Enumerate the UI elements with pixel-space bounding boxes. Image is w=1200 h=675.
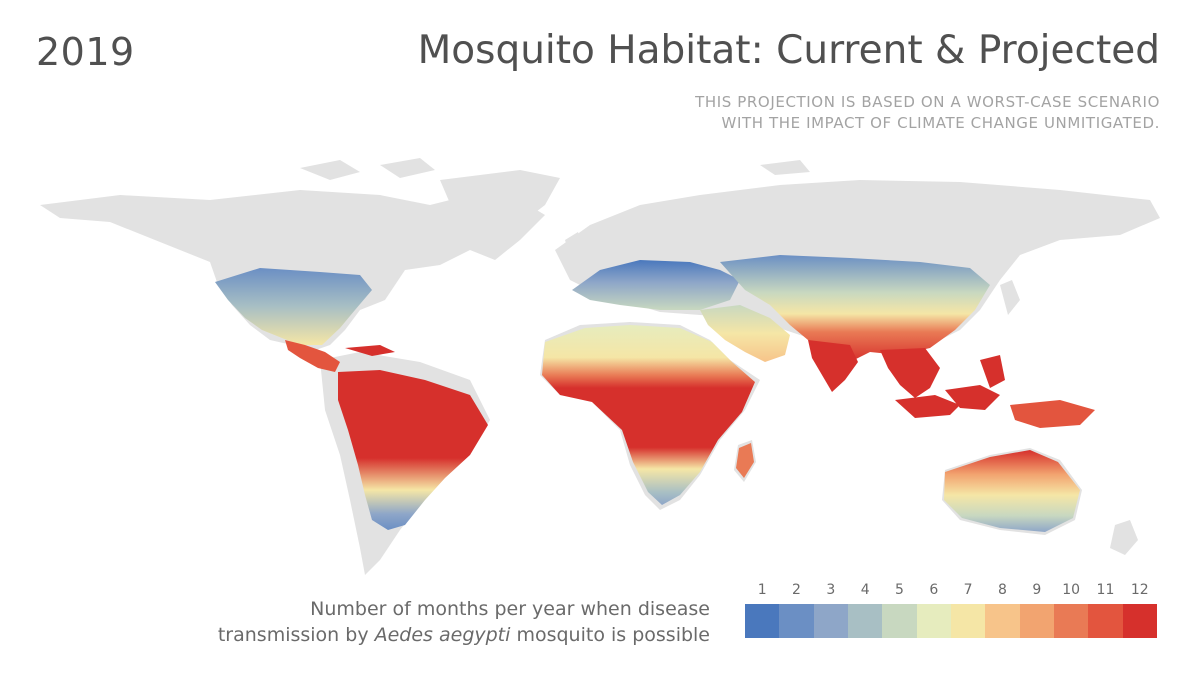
legend-label-11: 11	[1096, 582, 1115, 598]
habitat-australia	[944, 450, 1080, 532]
habitat-south-america	[338, 370, 488, 530]
legend-swatch-9	[1019, 604, 1054, 638]
habitat-middle-east	[700, 305, 790, 362]
legend-color-bar	[745, 604, 1157, 638]
caption-species: Aedes aegypti	[374, 624, 511, 646]
habitat-central-america	[285, 340, 340, 372]
legend-label-7: 7	[963, 582, 973, 598]
legend-label-9: 9	[1032, 582, 1042, 598]
arctic-islands	[300, 158, 810, 180]
legend-swatch-12	[1122, 604, 1157, 638]
legend-label-6: 6	[929, 582, 939, 598]
legend-label-5: 5	[895, 582, 904, 598]
legend-swatch-8	[985, 604, 1020, 638]
caption-line-1: Number of months per year when disease	[310, 598, 710, 620]
legend-caption: Number of months per year when disease t…	[218, 596, 710, 648]
habitat-overlay	[215, 255, 1095, 532]
habitat-southeast-asia	[880, 348, 940, 398]
legend-label-8: 8	[998, 582, 1007, 598]
page-title: Mosquito Habitat: Current & Projected	[417, 28, 1160, 73]
world-map	[40, 158, 1160, 575]
habitat-africa	[542, 325, 755, 505]
legend-label-2: 2	[792, 582, 801, 598]
subtitle-line-1: THIS PROJECTION IS BASED ON A WORST-CASE…	[695, 93, 1160, 111]
legend-label-1: 1	[757, 582, 767, 598]
habitat-north-america	[215, 268, 372, 345]
habitat-india	[808, 340, 858, 392]
legend-swatch-2	[779, 604, 814, 638]
legend-label-12: 12	[1130, 582, 1149, 598]
legend-swatch-3	[813, 604, 848, 638]
caption-line-2-post: mosquito is possible	[510, 624, 710, 646]
legend-swatch-7	[950, 604, 986, 638]
legend-swatch-1	[745, 604, 780, 638]
legend-swatch-11	[1088, 604, 1123, 638]
legend-label-4: 4	[860, 582, 870, 598]
legend-swatch-4	[847, 604, 883, 638]
legend-swatch-10	[1053, 604, 1089, 638]
habitat-asia	[720, 255, 990, 362]
caption-line-2-pre: transmission by	[217, 624, 375, 646]
legend-swatch-6	[916, 604, 951, 638]
legend-label-3: 3	[826, 582, 836, 598]
caption-line-2: transmission by Aedes aegypti mosquito i…	[218, 622, 710, 648]
color-legend: 1 2 3 4 5 6 7 8 9 10 11 12	[745, 582, 1157, 638]
year-label: 2019	[36, 30, 135, 74]
legend-labels: 1 2 3 4 5 6 7 8 9 10 11 12	[745, 582, 1157, 598]
legend-swatch-5	[882, 604, 917, 638]
habitat-europe	[572, 260, 740, 310]
subtitle-line-2: WITH THE IMPACT OF CLIMATE CHANGE UNMITI…	[721, 114, 1160, 132]
subtitle: THIS PROJECTION IS BASED ON A WORST-CASE…	[460, 92, 1160, 134]
legend-label-10: 10	[1062, 582, 1081, 598]
